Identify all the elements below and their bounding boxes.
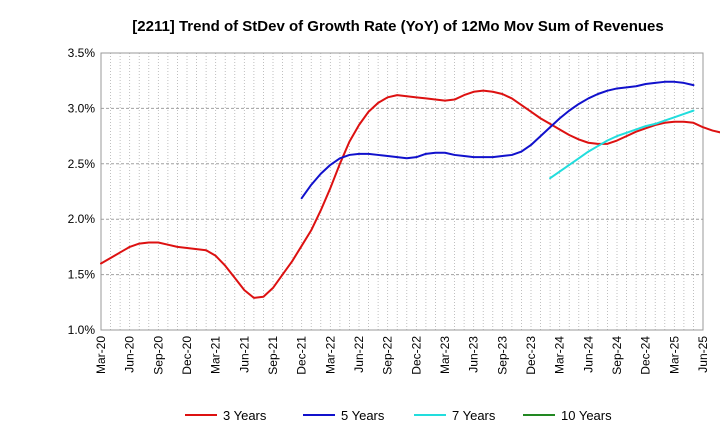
x-tick-label: Jun-23	[467, 336, 481, 373]
chart-title: [2211] Trend of StDev of Growth Rate (Yo…	[132, 18, 663, 35]
x-tick-label: Jun-24	[581, 336, 595, 373]
x-tick-label: Mar-21	[209, 336, 223, 374]
y-tick-label: 3.5%	[68, 46, 96, 60]
series-line-7-years	[549, 109, 695, 180]
x-tick-label: Jun-21	[237, 336, 251, 373]
series-lines	[100, 80, 720, 299]
x-tick-label: Mar-23	[438, 336, 452, 374]
x-tick-label: Mar-24	[553, 336, 567, 374]
x-tick-label: Sep-24	[610, 336, 624, 375]
series-line-5-years	[300, 80, 695, 200]
x-tick-label: Sep-20	[151, 336, 165, 375]
x-tick-label: Sep-21	[266, 336, 280, 375]
legend-label-3-years: 3 Years	[223, 408, 267, 423]
legend-label-10-years: 10 Years	[561, 408, 612, 423]
grid-lines	[101, 53, 703, 330]
x-tick-label: Jun-25	[696, 336, 710, 373]
x-tick-label: Jun-22	[352, 336, 366, 373]
x-tick-label: Jun-20	[123, 336, 137, 373]
legend-label-7-years: 7 Years	[452, 408, 496, 423]
y-tick-label: 2.5%	[68, 157, 96, 171]
y-tick-label: 1.0%	[68, 323, 96, 337]
x-tick-label: Dec-20	[180, 336, 194, 375]
x-tick-label: Dec-23	[524, 336, 538, 375]
y-tick-label: 3.0%	[68, 101, 96, 115]
y-tick-label: 2.0%	[68, 212, 96, 226]
y-tick-label: 1.5%	[68, 268, 96, 282]
x-tick-label: Dec-24	[639, 336, 653, 375]
x-tick-label: Dec-21	[295, 336, 309, 375]
x-tick-label: Mar-20	[94, 336, 108, 374]
x-tick-label: Mar-22	[323, 336, 337, 374]
x-tick-label: Sep-22	[381, 336, 395, 375]
series-line-3-years	[100, 89, 720, 299]
x-tick-label: Dec-22	[409, 336, 423, 375]
x-tick-label: Mar-25	[667, 336, 681, 374]
x-tick-label: Sep-23	[495, 336, 509, 375]
legend-label-5-years: 5 Years	[341, 408, 385, 423]
y-axis-ticks: 1.0% 1.5% 2.0% 2.5% 3.0% 3.5%	[68, 46, 96, 337]
plot-area-border	[100, 52, 704, 331]
legend: 3 Years 5 Years 7 Years 10 Years	[185, 408, 612, 423]
x-axis-ticks: Mar-20 Jun-20 Sep-20 Dec-20 Mar-21 Jun-21 Sep-…	[94, 336, 710, 375]
